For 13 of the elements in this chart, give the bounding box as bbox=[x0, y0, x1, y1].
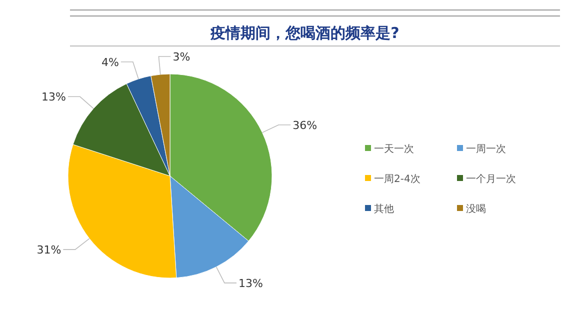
legend-label: 一周一次 bbox=[466, 144, 506, 155]
data-label: 13% bbox=[238, 276, 263, 290]
data-label: 36% bbox=[292, 118, 318, 132]
data-label: 31% bbox=[36, 244, 62, 257]
legend-label: 其他 bbox=[374, 203, 394, 215]
data-label: 13% bbox=[42, 90, 66, 104]
chart-title: 疫情期间，您喝酒的频率是? bbox=[210, 24, 400, 42]
data-label: 3% bbox=[172, 50, 190, 64]
legend-label: 一个月一次 bbox=[466, 173, 516, 185]
legend-label: 一周2-4次 bbox=[374, 174, 420, 185]
legend-label: 一天一次 bbox=[374, 144, 414, 155]
data-label: 4% bbox=[101, 56, 119, 69]
legend-label: 没喝 bbox=[466, 203, 486, 215]
